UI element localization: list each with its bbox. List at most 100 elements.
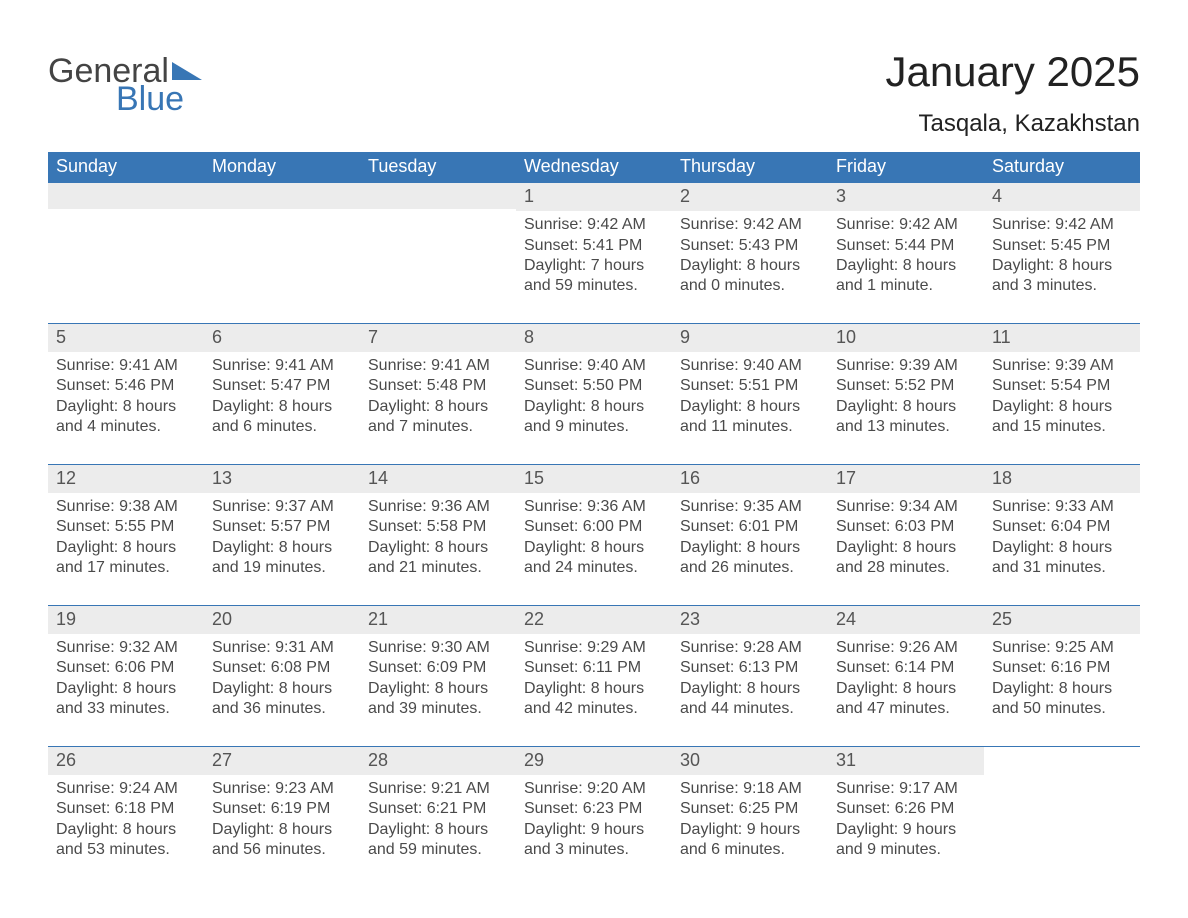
- sunset-text: Sunset: 6:11 PM: [524, 658, 664, 678]
- daylight-text: Daylight: 8 hours and 59 minutes.: [368, 820, 508, 861]
- daylight-text: Daylight: 8 hours and 17 minutes.: [56, 538, 196, 579]
- day-body: Sunrise: 9:25 AMSunset: 6:16 PMDaylight:…: [984, 634, 1140, 746]
- sunrise-text: Sunrise: 9:36 AM: [368, 497, 508, 517]
- sunset-text: Sunset: 6:14 PM: [836, 658, 976, 678]
- day-body: Sunrise: 9:35 AMSunset: 6:01 PMDaylight:…: [672, 493, 828, 605]
- sunrise-text: Sunrise: 9:18 AM: [680, 779, 820, 799]
- day-number: 3: [828, 183, 984, 211]
- daylight-text: Daylight: 8 hours and 11 minutes.: [680, 397, 820, 438]
- sunset-text: Sunset: 6:03 PM: [836, 517, 976, 537]
- sunrise-text: Sunrise: 9:41 AM: [212, 356, 352, 376]
- sunset-text: Sunset: 6:19 PM: [212, 799, 352, 819]
- daylight-text: Daylight: 8 hours and 0 minutes.: [680, 256, 820, 297]
- header-block: General Blue January 2025 Tasqala, Kazak…: [48, 48, 1140, 138]
- day-body: Sunrise: 9:23 AMSunset: 6:19 PMDaylight:…: [204, 775, 360, 887]
- day-number: 2: [672, 183, 828, 211]
- day-number: 21: [360, 606, 516, 634]
- sunset-text: Sunset: 6:09 PM: [368, 658, 508, 678]
- day-cell: 12Sunrise: 9:38 AMSunset: 5:55 PMDayligh…: [48, 464, 204, 605]
- day-body: Sunrise: 9:36 AMSunset: 5:58 PMDaylight:…: [360, 493, 516, 605]
- day-body: Sunrise: 9:24 AMSunset: 6:18 PMDaylight:…: [48, 775, 204, 887]
- day-body: Sunrise: 9:40 AMSunset: 5:50 PMDaylight:…: [516, 352, 672, 464]
- sunset-text: Sunset: 5:47 PM: [212, 376, 352, 396]
- day-number: 13: [204, 465, 360, 493]
- day-cell: 6Sunrise: 9:41 AMSunset: 5:47 PMDaylight…: [204, 323, 360, 464]
- day-number: 6: [204, 324, 360, 352]
- day-body: Sunrise: 9:21 AMSunset: 6:21 PMDaylight:…: [360, 775, 516, 887]
- day-body: Sunrise: 9:34 AMSunset: 6:03 PMDaylight:…: [828, 493, 984, 605]
- day-number: 29: [516, 747, 672, 775]
- day-cell: 25Sunrise: 9:25 AMSunset: 6:16 PMDayligh…: [984, 605, 1140, 746]
- day-number: 22: [516, 606, 672, 634]
- daylight-text: Daylight: 8 hours and 4 minutes.: [56, 397, 196, 438]
- sunset-text: Sunset: 5:44 PM: [836, 236, 976, 256]
- sunrise-text: Sunrise: 9:41 AM: [56, 356, 196, 376]
- sunrise-text: Sunrise: 9:40 AM: [524, 356, 664, 376]
- day-number: 27: [204, 747, 360, 775]
- sunrise-text: Sunrise: 9:24 AM: [56, 779, 196, 799]
- week-row: 19Sunrise: 9:32 AMSunset: 6:06 PMDayligh…: [48, 605, 1140, 746]
- daylight-text: Daylight: 8 hours and 3 minutes.: [992, 256, 1132, 297]
- day-body: Sunrise: 9:40 AMSunset: 5:51 PMDaylight:…: [672, 352, 828, 464]
- day-cell: 17Sunrise: 9:34 AMSunset: 6:03 PMDayligh…: [828, 464, 984, 605]
- day-body: Sunrise: 9:26 AMSunset: 6:14 PMDaylight:…: [828, 634, 984, 746]
- col-sunday: Sunday: [48, 152, 204, 183]
- logo-text-blue: Blue: [116, 82, 202, 116]
- sunset-text: Sunset: 5:57 PM: [212, 517, 352, 537]
- sunrise-text: Sunrise: 9:17 AM: [836, 779, 976, 799]
- day-cell: 18Sunrise: 9:33 AMSunset: 6:04 PMDayligh…: [984, 464, 1140, 605]
- day-cell: 22Sunrise: 9:29 AMSunset: 6:11 PMDayligh…: [516, 605, 672, 746]
- day-number: 8: [516, 324, 672, 352]
- day-number: 1: [516, 183, 672, 211]
- day-number: 15: [516, 465, 672, 493]
- day-number: 18: [984, 465, 1140, 493]
- day-cell: 5Sunrise: 9:41 AMSunset: 5:46 PMDaylight…: [48, 323, 204, 464]
- day-cell: 10Sunrise: 9:39 AMSunset: 5:52 PMDayligh…: [828, 323, 984, 464]
- month-title: January 2025: [885, 48, 1140, 96]
- day-body: Sunrise: 9:41 AMSunset: 5:46 PMDaylight:…: [48, 352, 204, 464]
- week-row: 12Sunrise: 9:38 AMSunset: 5:55 PMDayligh…: [48, 464, 1140, 605]
- day-number: 23: [672, 606, 828, 634]
- sunset-text: Sunset: 6:06 PM: [56, 658, 196, 678]
- day-cell: [204, 183, 360, 324]
- day-body: Sunrise: 9:42 AMSunset: 5:45 PMDaylight:…: [984, 211, 1140, 323]
- col-wednesday: Wednesday: [516, 152, 672, 183]
- sunrise-text: Sunrise: 9:42 AM: [992, 215, 1132, 235]
- day-number: 30: [672, 747, 828, 775]
- day-body: Sunrise: 9:41 AMSunset: 5:48 PMDaylight:…: [360, 352, 516, 464]
- sunrise-text: Sunrise: 9:28 AM: [680, 638, 820, 658]
- sunrise-text: Sunrise: 9:42 AM: [680, 215, 820, 235]
- day-body: Sunrise: 9:18 AMSunset: 6:25 PMDaylight:…: [672, 775, 828, 887]
- sunset-text: Sunset: 5:55 PM: [56, 517, 196, 537]
- day-cell: 28Sunrise: 9:21 AMSunset: 6:21 PMDayligh…: [360, 746, 516, 886]
- daylight-text: Daylight: 7 hours and 59 minutes.: [524, 256, 664, 297]
- day-body: Sunrise: 9:42 AMSunset: 5:44 PMDaylight:…: [828, 211, 984, 323]
- sunset-text: Sunset: 5:43 PM: [680, 236, 820, 256]
- day-number: 11: [984, 324, 1140, 352]
- sunrise-text: Sunrise: 9:36 AM: [524, 497, 664, 517]
- day-cell: 9Sunrise: 9:40 AMSunset: 5:51 PMDaylight…: [672, 323, 828, 464]
- location-subtitle: Tasqala, Kazakhstan: [885, 110, 1140, 138]
- daylight-text: Daylight: 8 hours and 36 minutes.: [212, 679, 352, 720]
- day-cell: 29Sunrise: 9:20 AMSunset: 6:23 PMDayligh…: [516, 746, 672, 886]
- day-body: Sunrise: 9:32 AMSunset: 6:06 PMDaylight:…: [48, 634, 204, 746]
- day-number: 28: [360, 747, 516, 775]
- sunset-text: Sunset: 6:13 PM: [680, 658, 820, 678]
- day-cell: [984, 746, 1140, 886]
- day-cell: 4Sunrise: 9:42 AMSunset: 5:45 PMDaylight…: [984, 183, 1140, 324]
- sunrise-text: Sunrise: 9:26 AM: [836, 638, 976, 658]
- day-cell: 31Sunrise: 9:17 AMSunset: 6:26 PMDayligh…: [828, 746, 984, 886]
- day-cell: 15Sunrise: 9:36 AMSunset: 6:00 PMDayligh…: [516, 464, 672, 605]
- sunset-text: Sunset: 5:58 PM: [368, 517, 508, 537]
- sunset-text: Sunset: 6:21 PM: [368, 799, 508, 819]
- day-body: Sunrise: 9:28 AMSunset: 6:13 PMDaylight:…: [672, 634, 828, 746]
- day-number: 20: [204, 606, 360, 634]
- sunset-text: Sunset: 6:23 PM: [524, 799, 664, 819]
- sunrise-text: Sunrise: 9:34 AM: [836, 497, 976, 517]
- week-row: 5Sunrise: 9:41 AMSunset: 5:46 PMDaylight…: [48, 323, 1140, 464]
- day-number: 31: [828, 747, 984, 775]
- sunset-text: Sunset: 6:16 PM: [992, 658, 1132, 678]
- sunrise-text: Sunrise: 9:33 AM: [992, 497, 1132, 517]
- sunset-text: Sunset: 6:00 PM: [524, 517, 664, 537]
- sunrise-text: Sunrise: 9:30 AM: [368, 638, 508, 658]
